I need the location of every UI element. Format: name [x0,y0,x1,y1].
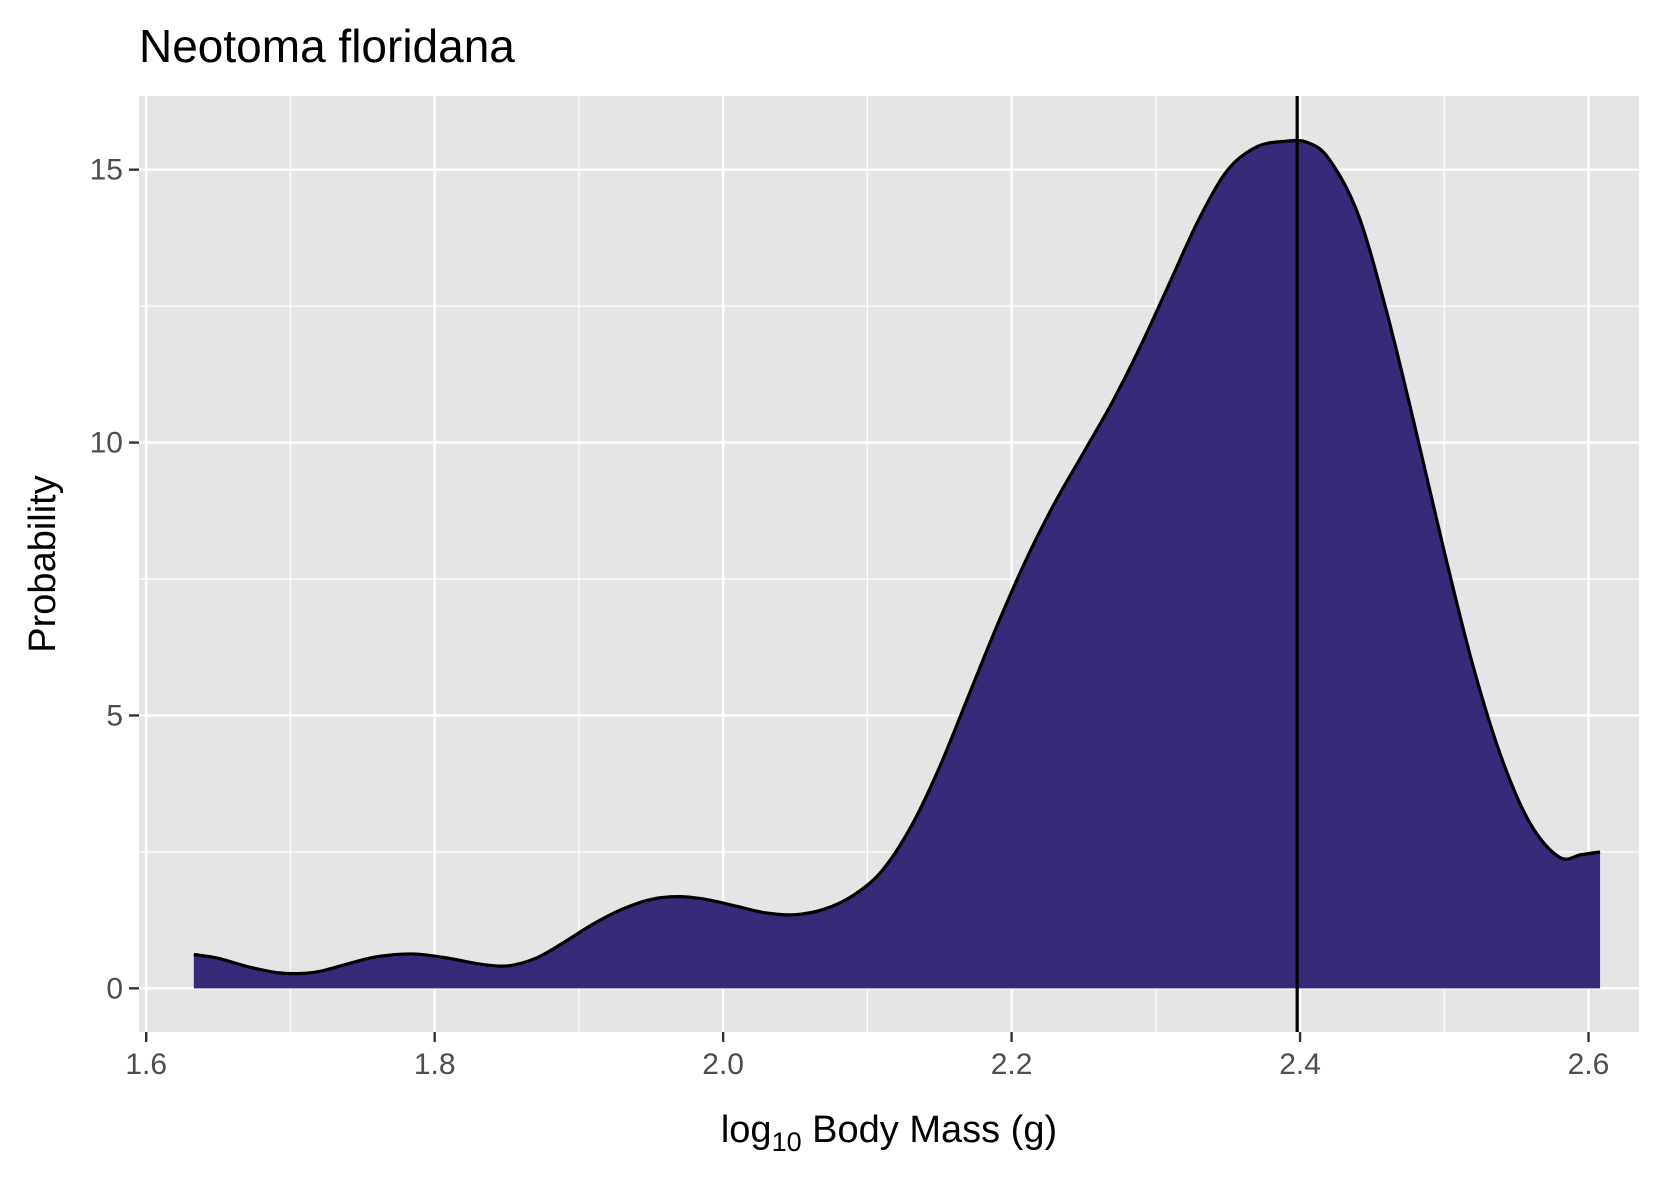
y-tick-label: 0 [106,972,123,1005]
y-axis-title: Probability [22,475,64,652]
y-axis: 0 5 10 15 [90,154,139,1005]
x-tick-label: 1.6 [125,1048,167,1081]
x-tick-label: 1.8 [414,1048,456,1081]
density-curve [193,138,1601,976]
y-tick-label: 15 [90,154,123,187]
x-axis-title-subscript: 10 [772,1127,802,1157]
density-area [193,140,1601,989]
y-tick-label: 5 [106,699,123,732]
density-series [193,138,1601,989]
y-tick-label: 10 [90,427,123,460]
chart-title: Neotoma floridana [139,20,515,72]
x-tick-label: 2.2 [991,1048,1033,1081]
x-tick-label: 2.0 [702,1048,744,1081]
x-axis: 1.6 1.8 2.0 2.2 2.4 2.6 [125,1032,1609,1081]
x-axis-title: log10 Body Mass (g) [721,1109,1057,1157]
x-tick-label: 2.4 [1279,1048,1321,1081]
x-axis-title-suffix: Body Mass (g) [802,1109,1058,1151]
x-tick-label: 2.6 [1568,1048,1610,1081]
x-axis-title-prefix: log [721,1109,772,1151]
